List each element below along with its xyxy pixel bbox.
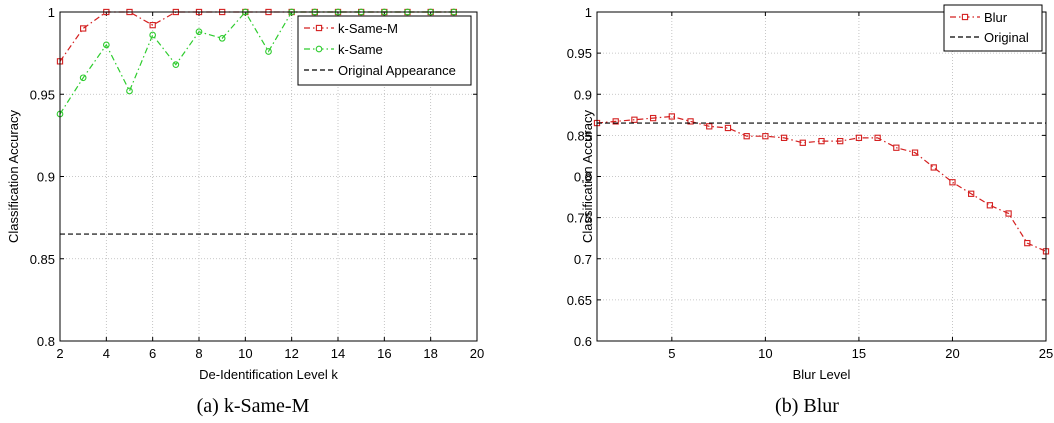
x-tick-label: 18 xyxy=(423,346,437,361)
y-tick-label: 0.85 xyxy=(567,128,592,143)
y-tick-label: 0.95 xyxy=(30,87,55,102)
x-axis-label: De-Identification Level k xyxy=(199,367,338,382)
y-tick-label: 0.7 xyxy=(574,252,592,267)
data-point xyxy=(668,113,675,120)
series-line xyxy=(596,115,1047,252)
data-point xyxy=(80,25,87,32)
y-tick-label: 0.6 xyxy=(574,334,592,349)
legend-label: k-Same-M xyxy=(338,21,398,36)
series-line xyxy=(59,10,454,115)
chart-k-same-m: 2 4 6 8 10 12 14 16 18 20 0.8 0.85 0.9 0.95 1 De-Identi… xyxy=(6,5,484,417)
data-point xyxy=(79,74,87,82)
data-point xyxy=(818,137,825,145)
x-tick-label: 5 xyxy=(668,346,675,361)
data-point xyxy=(874,134,881,141)
y-tick-label: 0.65 xyxy=(567,293,592,308)
data-point xyxy=(743,133,750,140)
legend-label: Blur xyxy=(984,10,1008,25)
data-point xyxy=(612,118,619,125)
legend-marker xyxy=(315,24,323,32)
x-tick-label: 2 xyxy=(56,346,63,361)
data-point xyxy=(949,179,956,186)
x-tick-label: 20 xyxy=(945,346,959,361)
x-tick-label: 10 xyxy=(238,346,252,361)
x-tick-label: 15 xyxy=(852,346,866,361)
data-point xyxy=(893,144,900,151)
y-tick-label: 0.75 xyxy=(567,211,592,226)
data-point xyxy=(724,124,732,132)
data-point xyxy=(195,28,203,36)
x-axis-label: Blur Level xyxy=(793,367,851,382)
x-tick-label: 8 xyxy=(195,346,202,361)
figure-caption: (b) Blur xyxy=(775,395,839,417)
y-tick-label: 0.9 xyxy=(574,87,592,102)
data-point xyxy=(968,190,975,197)
x-tick-label: 16 xyxy=(377,346,391,361)
data-point xyxy=(102,41,110,49)
chart-blur: 5 10 15 20 25 0.6 0.65 0.7 0.75 0.8 0.85 0.9 0.95 1 Bl… xyxy=(567,4,1053,417)
y-tick-label: 0.9 xyxy=(37,170,55,185)
data-point xyxy=(930,164,937,171)
y-tick-label: 0.85 xyxy=(30,252,55,267)
data-point xyxy=(172,61,180,68)
x-tick-label: 14 xyxy=(331,346,345,361)
data-point xyxy=(837,137,844,145)
legend: k-Same-M k-Same Original Appearance xyxy=(297,15,472,86)
y-tick-label: 0.95 xyxy=(567,46,592,61)
legend-label: Original Appearance xyxy=(338,63,456,78)
data-point xyxy=(649,114,657,122)
data-point xyxy=(706,123,713,130)
figure-caption: (a) k-Same-M xyxy=(197,395,310,417)
data-point xyxy=(687,118,694,125)
grid xyxy=(597,12,1046,341)
data-point xyxy=(911,149,919,156)
x-tick-label: 10 xyxy=(758,346,772,361)
y-tick-label: 0.8 xyxy=(37,334,55,349)
y-axis-label: Classification Accuracy xyxy=(6,110,21,243)
data-point xyxy=(631,116,638,123)
x-tick-label: 25 xyxy=(1039,346,1053,361)
data-point xyxy=(780,134,788,141)
x-tick-label: 20 xyxy=(470,346,484,361)
x-tick-label: 4 xyxy=(103,346,110,361)
legend-marker xyxy=(315,45,323,53)
data-point xyxy=(218,34,226,42)
legend-marker xyxy=(961,13,969,21)
x-tick-label: 12 xyxy=(284,346,298,361)
y-axis-label: Classification Accuracy xyxy=(580,110,595,243)
data-point xyxy=(1005,210,1012,217)
y-tick-label: 0.8 xyxy=(574,170,592,185)
legend: Blur Original xyxy=(943,4,1043,52)
x-tick-label: 6 xyxy=(149,346,156,361)
data-point xyxy=(799,139,806,146)
data-point xyxy=(986,202,994,209)
data-point xyxy=(126,87,133,95)
data-point xyxy=(762,133,769,140)
data-point xyxy=(149,31,157,39)
y-tick-label: 1 xyxy=(48,5,55,20)
data-point xyxy=(149,22,156,29)
data-point xyxy=(1024,239,1031,247)
legend-box xyxy=(943,4,1043,52)
plot-frame xyxy=(59,11,478,342)
legend-label: k-Same xyxy=(338,42,383,57)
plot-frame xyxy=(596,11,1047,342)
y-tick-label: 1 xyxy=(585,5,592,20)
data-point xyxy=(265,48,272,55)
data-point xyxy=(855,134,863,141)
legend-label: Original xyxy=(984,30,1029,45)
